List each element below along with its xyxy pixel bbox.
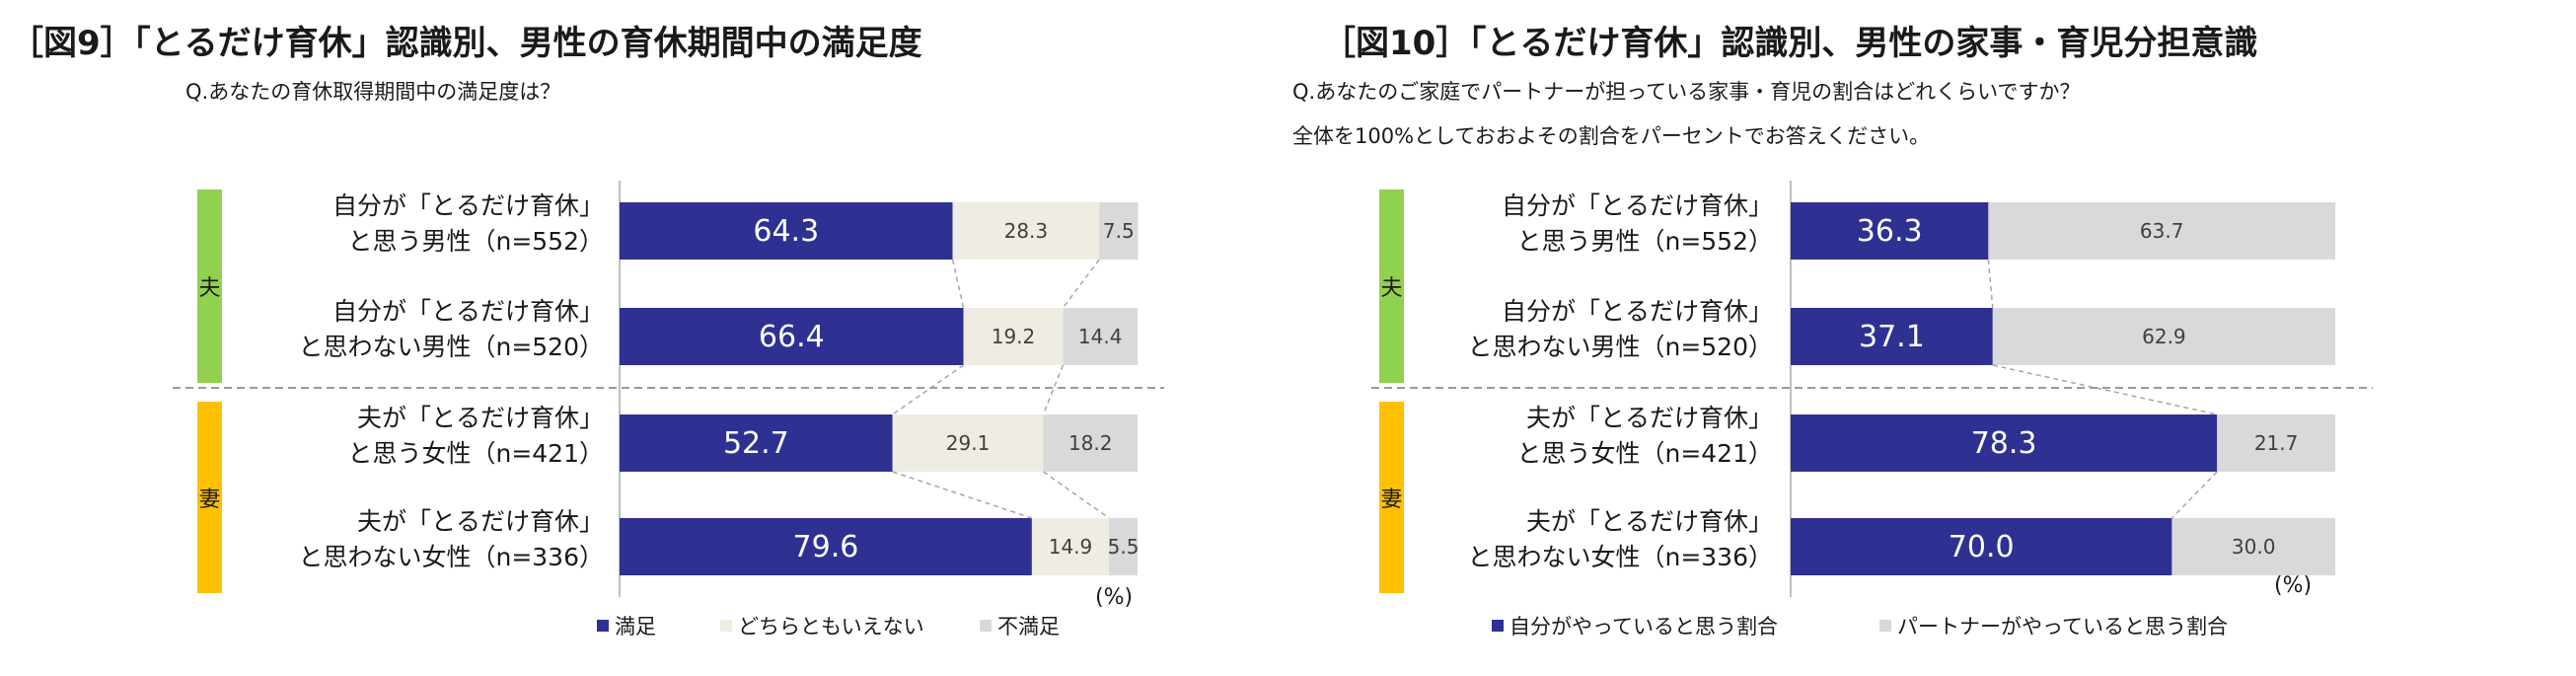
bar-share-0-0 — [1791, 202, 1989, 260]
group-label: 妻 — [198, 488, 220, 512]
bar-share-2-1 — [2217, 414, 2335, 472]
bar-sat-1-2 — [1063, 308, 1138, 365]
category-label: 夫が「とるだけ育休」 — [1526, 507, 1773, 536]
group-bar-1 — [1379, 402, 1404, 593]
category-label: と思わない男性（n=520） — [1467, 333, 1773, 361]
group-bar-1 — [197, 402, 222, 593]
bar-sat-1-1 — [963, 308, 1064, 365]
bar-sat-2-0 — [620, 414, 893, 472]
unit-label: (%) — [2274, 573, 2312, 598]
category-label: と思う女性（n=421） — [347, 439, 604, 468]
data-label: 79.6 — [793, 530, 859, 564]
bar-sat-3-2 — [1109, 518, 1138, 575]
legend-label: どちらともいえない — [738, 615, 924, 638]
chart-title: ［図10］「とるだけ育休」認識別、男性の家事・育児分担意識 — [1322, 24, 2257, 63]
series-connector — [892, 364, 965, 415]
bar-sat-0-2 — [1099, 202, 1139, 260]
series-connector — [892, 471, 1033, 519]
group-bar-0 — [1379, 189, 1404, 383]
category-label: と思わない女性（n=336） — [298, 543, 604, 571]
data-label: 21.7 — [2254, 431, 2299, 455]
chart-title: ［図9］「とるだけ育休」認識別、男性の育休期間中の満足度 — [10, 24, 922, 63]
bar-sat-2-1 — [892, 414, 1044, 472]
category-label: 夫が「とるだけ育休」 — [357, 507, 604, 536]
series-connector — [951, 259, 965, 309]
category-label: 自分が「とるだけ育休」 — [1502, 191, 1773, 220]
bar-share-3-0 — [1791, 518, 2172, 575]
legend-label: 自分がやっていると思う割合 — [1509, 615, 1778, 638]
data-label: 18.2 — [1068, 431, 1113, 455]
series-connector — [1043, 471, 1110, 519]
legend-swatch — [597, 620, 609, 632]
bar-sat-1-0 — [620, 308, 964, 365]
category-label: と思う男性（n=552） — [347, 227, 604, 256]
data-label: 7.5 — [1103, 219, 1135, 243]
chart-subtitle: Q.あなたのご家庭でパートナーが担っている家事・育児の割合はどれくらいですか？ — [1292, 80, 2081, 104]
category-label: と思う女性（n=421） — [1516, 439, 1773, 468]
category-label: 夫が「とるだけ育休」 — [1526, 404, 1773, 432]
category-label: 自分が「とるだけ育休」 — [332, 191, 604, 220]
data-label: 52.7 — [723, 426, 789, 461]
group-label: 夫 — [1380, 276, 1402, 301]
bar-share-3-1 — [2171, 518, 2335, 575]
series-connector — [1992, 364, 2218, 415]
bar-sat-0-1 — [952, 202, 1100, 260]
legend-label: パートナーがやっていると思う割合 — [1897, 615, 2228, 638]
legend-label: 不満足 — [997, 615, 1060, 638]
unit-label: (%) — [1095, 585, 1133, 610]
legend-swatch — [1879, 620, 1891, 632]
category-label: 夫が「とるだけ育休」 — [357, 404, 604, 432]
bar-sat-2-2 — [1043, 414, 1138, 472]
category-label: 自分が「とるだけ育休」 — [1502, 297, 1773, 326]
legend-swatch — [1492, 620, 1504, 632]
category-label: と思う男性（n=552） — [1516, 227, 1773, 256]
data-label: 78.3 — [1971, 426, 2037, 461]
data-label: 62.9 — [2142, 325, 2186, 348]
series-connector — [1042, 364, 1065, 415]
legend-swatch — [980, 620, 992, 632]
data-label: 70.0 — [1949, 530, 2015, 564]
data-label: 63.7 — [2140, 219, 2184, 243]
bar-sat-0-0 — [620, 202, 953, 260]
data-label: 14.4 — [1078, 325, 1123, 348]
group-bar-0 — [197, 189, 222, 383]
bar-share-0-1 — [1988, 202, 2335, 260]
group-label: 夫 — [198, 276, 220, 301]
bar-share-1-1 — [1992, 308, 2335, 365]
series-connector — [2171, 471, 2218, 519]
chart-subtitle: 全体を100%としておおよその割合をパーセントでお答えください。 — [1292, 124, 1930, 148]
data-label: 5.5 — [1108, 535, 1140, 559]
data-label: 30.0 — [2232, 535, 2276, 559]
bar-share-1-0 — [1791, 308, 1993, 365]
bar-sat-3-0 — [620, 518, 1032, 575]
chart-10: ［図10］「とるだけ育休」認識別、男性の家事・育児分担意識 Q.あなたのご家庭でパ… — [1292, 24, 2373, 638]
chart-9: ［図9］「とるだけ育休」認識別、男性の育休期間中の満足度 Q.あなたの育休取得期間… — [10, 24, 1164, 638]
data-label: 37.1 — [1859, 320, 1925, 354]
data-label: 36.3 — [1857, 214, 1923, 249]
data-label: 28.3 — [1004, 219, 1049, 243]
bar-share-2-0 — [1791, 414, 2218, 472]
group-label: 妻 — [1380, 488, 1402, 512]
legend-label: 満足 — [615, 615, 656, 638]
category-label: と思わない男性（n=520） — [298, 333, 604, 361]
legend-swatch — [720, 620, 732, 632]
data-label: 29.1 — [946, 431, 991, 455]
data-label: 66.4 — [759, 320, 825, 354]
category-label: と思わない女性（n=336） — [1467, 543, 1773, 571]
series-connector — [1062, 259, 1100, 309]
data-label: 64.3 — [753, 214, 819, 249]
series-connector — [1987, 259, 1994, 309]
bar-sat-3-1 — [1031, 518, 1110, 575]
data-label: 14.9 — [1049, 535, 1093, 559]
data-label: 19.2 — [992, 325, 1036, 348]
category-label: 自分が「とるだけ育休」 — [332, 297, 604, 326]
chart-subtitle: Q.あなたの育休取得期間中の満足度は？ — [185, 80, 560, 104]
